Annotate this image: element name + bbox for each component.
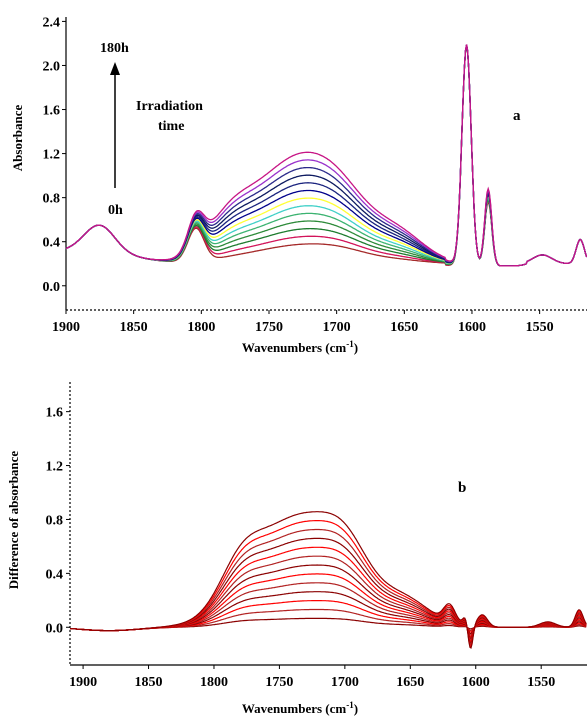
panel-b-y-tick-label: 0.4 [46,567,64,582]
panel-a-series-line [65,44,587,267]
panel-a-series-line [65,44,587,267]
panel-a-series-line [65,44,587,267]
panel-a-y-tick-label: 2.0 [43,59,61,74]
panel-a-y-tick-label: 1.2 [43,148,61,163]
panel-a-x-tick-label: 1550 [526,320,554,335]
panel-b-series-line [69,511,587,649]
panel-a-x-tick-label: 1600 [458,320,486,335]
panel-a-series-line [65,44,587,267]
panel-b-y-axis-title: Difference of absorbance [6,451,21,590]
panel-a-series-line [65,45,587,267]
panel-b-x-tick-label: 1700 [331,675,359,690]
panel-a-x-tick-label: 1750 [255,320,283,335]
panel-a-y-tick-label: 0.4 [43,236,61,251]
panel-b-y-tick-label: 0.8 [46,513,64,528]
panel-b-x-tick-label: 1750 [265,675,293,690]
panel-a-x-tick-label: 1800 [187,320,215,335]
annotation-180h: 180h [100,41,129,56]
panel-b-x-axis-title: Wavenumbers (cm-1) [242,700,358,716]
panel-a-y-tick-label: 0.0 [43,280,61,295]
panel-a-series-line [65,44,587,267]
panel-a-y-axis-title: Absorbance [10,105,25,172]
panel-a-series-line [65,45,587,267]
panel-b-x-tick-label: 1550 [527,675,555,690]
panel-a-series-line [65,45,587,267]
panel-a-series-line [65,45,587,267]
panel-a-series-line [65,44,587,267]
panel-a-y-tick-label: 2.4 [43,15,61,30]
panel-a-axes [62,17,587,314]
panel-b-x-tick-label: 1900 [69,675,97,690]
panel-a-chart: 0.0 0.4 0.8 1.2 1.6 2.0 2.4 1900 1850 1800 1750 170… [10,15,587,355]
panel-a-label: a [513,108,521,124]
panel-b-axes [66,382,587,669]
panel-b-y-tick-label: 1.2 [46,460,64,475]
panel-b-series-group [69,511,587,649]
panel-b-y-tick-label: 0.0 [46,621,64,636]
panel-a-x-tick-label: 1700 [323,320,351,335]
panel-b-x-tick-label: 1650 [396,675,424,690]
panel-a-x-tick-label: 1900 [52,320,80,335]
panel-a-series-line [65,44,587,267]
panel-a-y-tick-label: 0.8 [43,192,61,207]
panel-a-series-line [65,45,587,267]
irradiation-arrow [110,62,120,188]
panel-b-label: b [458,480,466,496]
panel-b-x-tick-label: 1600 [462,675,490,690]
panel-a-y-tick-label: 1.6 [43,104,61,119]
panel-a-x-tick-label: 1850 [120,320,148,335]
annotation-0h: 0h [108,203,123,218]
annotation-irradiation: Irradiation [136,99,203,114]
panel-a-tick-labels: 0.0 0.4 0.8 1.2 1.6 2.0 2.4 1900 1850 1800 1750 170… [43,15,554,335]
panel-b-tick-labels: 0.0 0.4 0.8 1.2 1.6 1900 1850 1800 1750 1700 1650 1… [46,406,556,690]
annotation-time: time [158,119,184,134]
panel-a-series-line [65,44,587,267]
panel-b-chart: 0.0 0.4 0.8 1.2 1.6 1900 1850 1800 1750 1700 1650 1… [6,382,587,716]
panel-b-x-tick-label: 1850 [135,675,163,690]
panel-a-x-axis-title: Wavenumbers (cm-1) [242,339,358,355]
panel-a-series-group [65,44,587,267]
panel-a-x-tick-label: 1650 [390,320,418,335]
panel-b-x-tick-label: 1800 [200,675,228,690]
panel-b-y-tick-label: 1.6 [46,406,64,421]
